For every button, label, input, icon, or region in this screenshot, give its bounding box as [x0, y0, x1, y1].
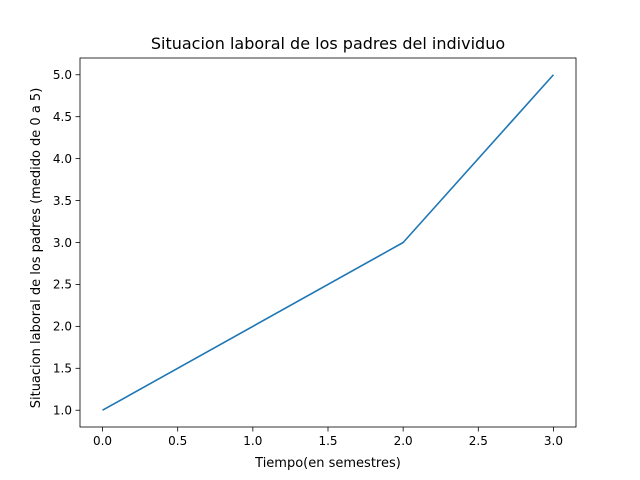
x-tick-label: 1.5: [318, 434, 337, 448]
y-tick-label: 4.0: [53, 152, 72, 166]
series-group: [102, 74, 555, 411]
plot-area: [79, 57, 577, 428]
y-axis-label: Situacion laboral de los padres (medido …: [29, 88, 44, 409]
x-tick-label: 2.0: [394, 434, 413, 448]
plot-frame: [79, 57, 577, 428]
y-tick-label: 3.5: [53, 194, 72, 208]
y-tick-label: 1.5: [53, 362, 72, 376]
y-tick-label: 1.0: [53, 404, 72, 418]
x-tick-label: 2.5: [469, 434, 488, 448]
y-tick-label: 3.0: [53, 236, 72, 250]
y-tick-label: 2.0: [53, 320, 72, 334]
x-axis-ticks: 0.0 0.5 1.0 1.5 2.0 2.5 3.0: [93, 427, 563, 448]
y-tick-label: 5.0: [53, 68, 72, 82]
x-tick-label: 0.5: [168, 434, 187, 448]
x-tick-label: 3.0: [544, 434, 563, 448]
x-axis-label: Tiempo(en semestres): [254, 456, 401, 471]
series-line: [102, 74, 555, 411]
x-tick-label: 0.0: [93, 434, 112, 448]
chart-title: Situacion laboral de los padres del indi…: [151, 34, 505, 53]
x-tick-label: 1.0: [243, 434, 262, 448]
y-tick-label: 4.5: [53, 110, 72, 124]
y-axis-ticks: 1.0 1.5 2.0 2.5 3.0 3.5 4.0 4.5 5.0: [53, 68, 80, 418]
y-tick-label: 2.5: [53, 278, 72, 292]
